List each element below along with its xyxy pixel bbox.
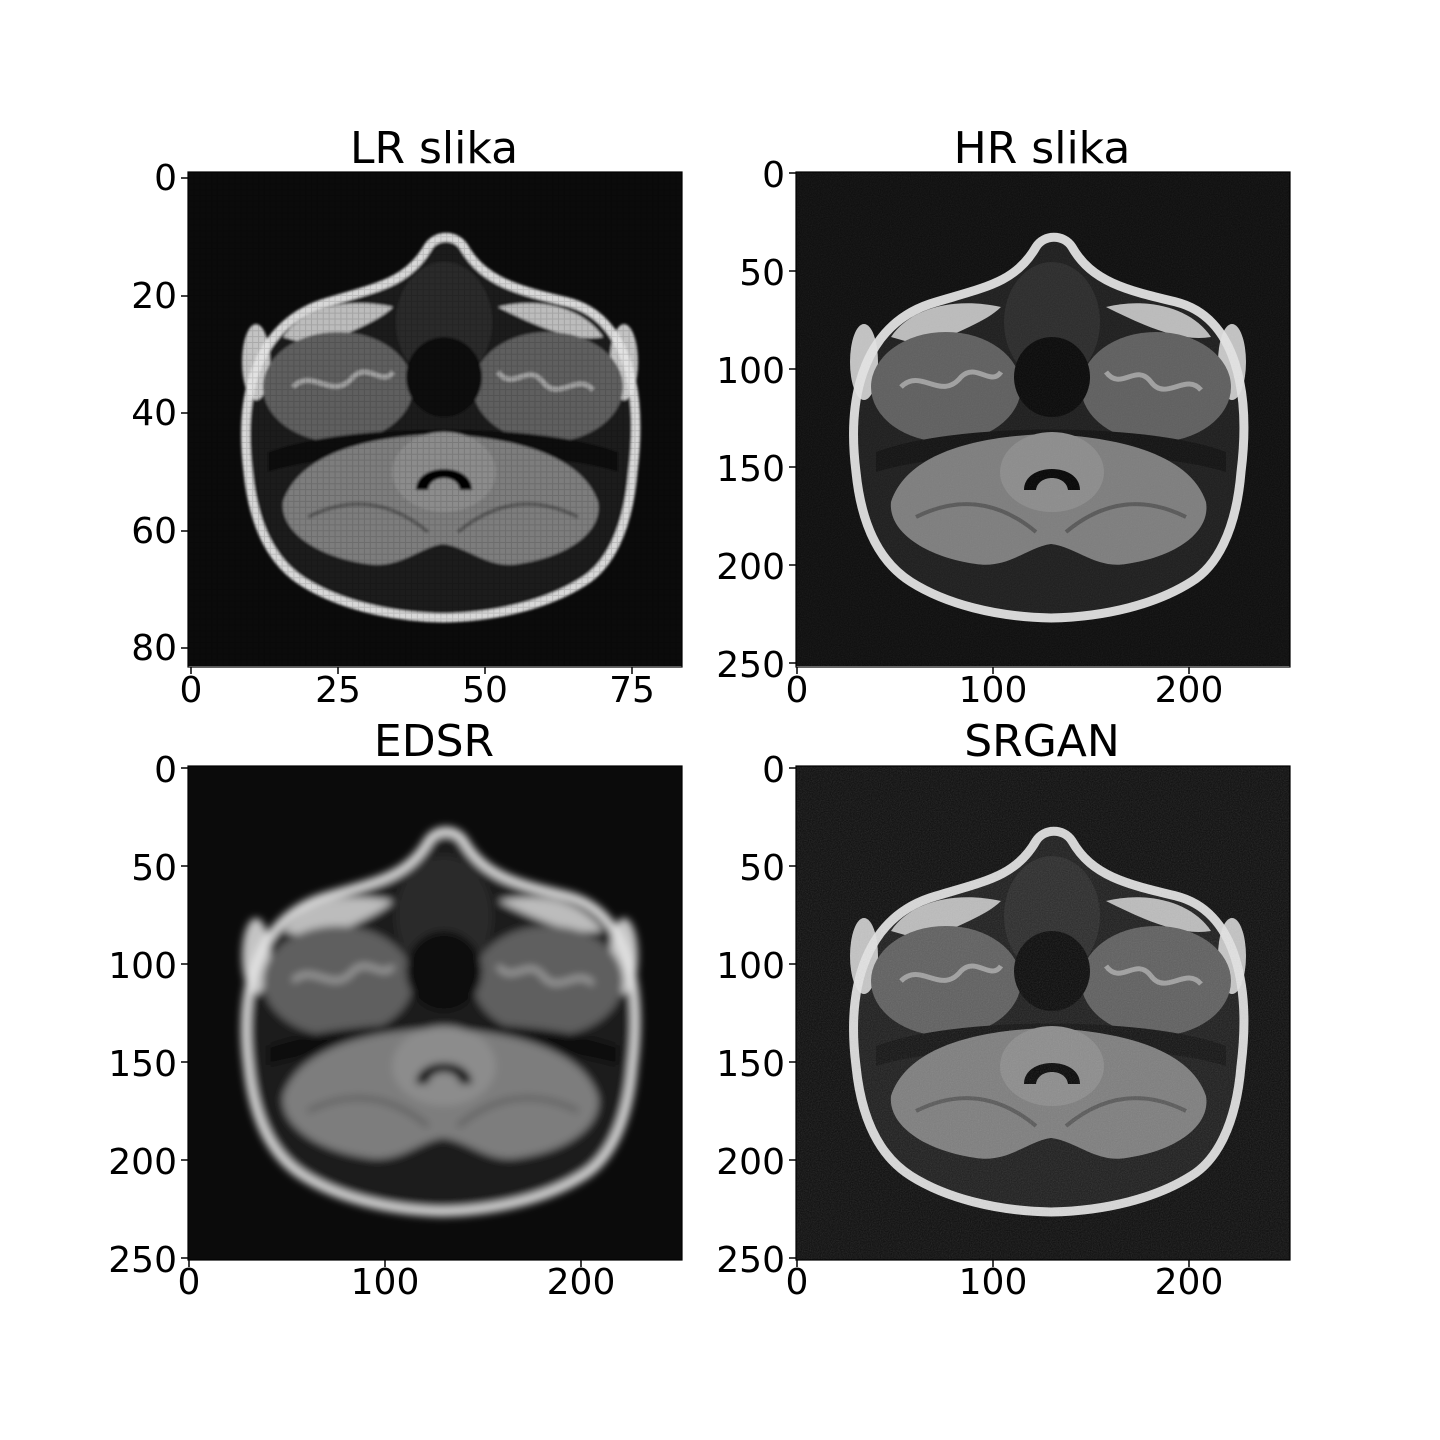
y-tick-label: 50 bbox=[739, 253, 785, 294]
brain-slice bbox=[241, 232, 641, 623]
panel-lr: LR slika 0 20 40 60 80 0 25 50 75 bbox=[131, 123, 683, 711]
x-tick-label: 100 bbox=[351, 1262, 420, 1303]
y-tick-label: 0 bbox=[154, 158, 177, 199]
mri-image-srgan bbox=[796, 766, 1290, 1260]
y-tick-label: 250 bbox=[108, 1240, 177, 1281]
x-ticks-hr: 0 100 200 bbox=[786, 667, 1224, 711]
y-ticks-edsr: 0 50 100 150 200 250 bbox=[108, 750, 188, 1281]
y-tick-label: 60 bbox=[131, 511, 177, 552]
x-ticks-lr: 0 25 50 75 bbox=[180, 667, 655, 711]
y-tick-label: 150 bbox=[716, 1044, 785, 1085]
y-tick-label: 20 bbox=[131, 276, 177, 317]
panel-hr: HR slika 0 50 100 150 200 250 0 100 200 bbox=[716, 123, 1291, 711]
panel-srgan: SRGAN 0 50 100 150 200 250 0 100 200 bbox=[716, 716, 1291, 1303]
y-tick-label: 0 bbox=[762, 750, 785, 791]
y-tick-label: 80 bbox=[131, 628, 177, 669]
y-tick-label: 250 bbox=[716, 645, 785, 686]
y-tick-label: 200 bbox=[108, 1142, 177, 1183]
y-tick-label: 200 bbox=[716, 547, 785, 588]
x-ticks-edsr: 0 100 200 bbox=[178, 1260, 616, 1303]
y-tick-label: 150 bbox=[716, 449, 785, 490]
x-tick-label: 200 bbox=[1155, 670, 1224, 711]
y-tick-label: 100 bbox=[716, 351, 785, 392]
panel-title-srgan: SRGAN bbox=[964, 716, 1120, 767]
y-tick-label: 50 bbox=[739, 848, 785, 889]
y-ticks-lr: 0 20 40 60 80 bbox=[131, 158, 188, 669]
y-tick-label: 0 bbox=[154, 750, 177, 791]
x-tick-label: 75 bbox=[609, 670, 655, 711]
x-tick-label: 200 bbox=[1155, 1262, 1224, 1303]
axes-frame-srgan bbox=[795, 765, 1291, 1261]
y-tick-label: 100 bbox=[108, 946, 177, 987]
panel-title-lr: LR slika bbox=[350, 123, 518, 174]
noise-texture bbox=[796, 172, 1290, 666]
brain-slice bbox=[241, 826, 641, 1217]
y-tick-label: 0 bbox=[762, 155, 785, 196]
mri-image-edsr bbox=[188, 766, 682, 1260]
y-tick-label: 40 bbox=[131, 393, 177, 434]
panel-edsr: EDSR 0 50 100 150 200 250 0 100 200 bbox=[108, 716, 683, 1303]
x-tick-label: 100 bbox=[959, 670, 1028, 711]
panel-title-hr: HR slika bbox=[954, 123, 1131, 174]
y-tick-label: 150 bbox=[108, 1044, 177, 1085]
axes-frame-lr bbox=[187, 171, 683, 668]
x-tick-label: 0 bbox=[178, 1262, 201, 1303]
y-ticks-srgan: 0 50 100 150 200 250 bbox=[716, 750, 796, 1281]
x-tick-label: 0 bbox=[786, 670, 809, 711]
axes-frame-hr bbox=[795, 171, 1291, 668]
pixel-grid bbox=[187, 171, 683, 667]
y-tick-label: 200 bbox=[716, 1142, 785, 1183]
y-tick-label: 100 bbox=[716, 946, 785, 987]
x-tick-label: 25 bbox=[315, 670, 361, 711]
x-tick-label: 200 bbox=[547, 1262, 616, 1303]
x-tick-label: 100 bbox=[959, 1262, 1028, 1303]
mri-image-hr bbox=[796, 172, 1290, 666]
x-tick-label: 0 bbox=[786, 1262, 809, 1303]
x-tick-label: 0 bbox=[180, 670, 203, 711]
x-ticks-srgan: 0 100 200 bbox=[786, 1260, 1224, 1303]
mri-image-lr bbox=[187, 171, 683, 667]
axes-frame-edsr bbox=[187, 765, 683, 1261]
y-tick-label: 50 bbox=[131, 848, 177, 889]
noise-texture bbox=[796, 766, 1290, 1260]
x-tick-label: 50 bbox=[462, 670, 508, 711]
panel-title-edsr: EDSR bbox=[374, 716, 494, 767]
y-tick-label: 250 bbox=[716, 1240, 785, 1281]
y-ticks-hr: 0 50 100 150 200 250 bbox=[716, 155, 796, 686]
